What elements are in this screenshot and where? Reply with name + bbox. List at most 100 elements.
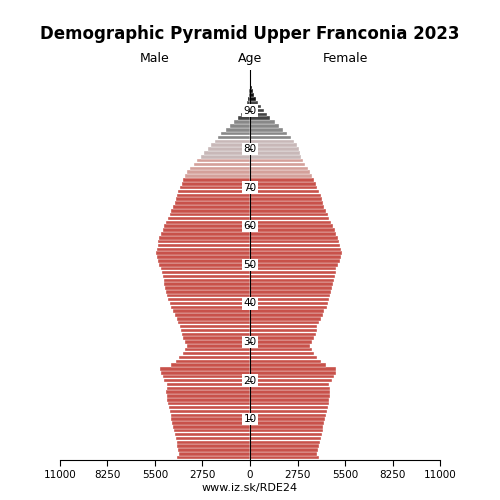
Bar	[250, 163, 306, 166]
Bar	[250, 344, 310, 348]
Bar	[158, 259, 250, 262]
Bar	[250, 144, 296, 147]
Bar	[250, 367, 336, 370]
Bar	[250, 151, 300, 154]
Bar	[250, 112, 266, 116]
Bar	[250, 360, 321, 363]
Bar	[176, 360, 250, 363]
Bar	[178, 456, 250, 460]
Bar	[250, 317, 321, 320]
Bar	[178, 321, 250, 324]
Bar	[250, 240, 339, 244]
Bar	[164, 379, 250, 382]
Bar	[170, 302, 250, 305]
Bar	[250, 86, 252, 89]
Bar	[250, 379, 332, 382]
Bar	[250, 178, 314, 182]
Bar	[163, 274, 250, 278]
Bar	[250, 182, 316, 186]
Bar	[250, 429, 322, 432]
Bar	[250, 290, 331, 294]
Bar	[222, 132, 250, 136]
Bar	[250, 105, 261, 108]
Bar	[172, 421, 250, 424]
Bar	[250, 398, 330, 402]
Bar	[161, 371, 250, 374]
Text: 50: 50	[244, 260, 256, 270]
Text: 20: 20	[244, 376, 256, 386]
Bar	[204, 151, 250, 154]
Bar	[250, 306, 327, 309]
Bar	[250, 348, 312, 352]
Text: 60: 60	[244, 221, 256, 231]
Bar	[170, 414, 250, 417]
Bar	[250, 213, 328, 216]
Bar	[164, 282, 250, 286]
Bar	[250, 282, 333, 286]
Bar	[180, 325, 250, 328]
Bar	[168, 402, 250, 406]
Bar	[166, 290, 250, 294]
Bar	[250, 274, 334, 278]
Bar	[250, 294, 330, 298]
Bar	[156, 248, 250, 251]
Text: 40: 40	[244, 298, 256, 308]
Bar	[250, 232, 336, 235]
Bar	[250, 252, 342, 255]
Bar	[164, 224, 250, 228]
Bar	[250, 256, 340, 259]
Bar	[250, 90, 253, 93]
Bar	[175, 433, 250, 436]
Bar	[250, 375, 334, 378]
Bar	[211, 144, 250, 147]
Bar	[250, 444, 319, 448]
Bar	[250, 382, 330, 386]
Bar	[169, 406, 250, 409]
Bar	[250, 82, 251, 85]
Bar	[161, 267, 250, 270]
Bar	[250, 328, 316, 332]
Bar	[250, 452, 318, 456]
Bar	[250, 170, 310, 174]
Bar	[250, 186, 318, 190]
Bar	[164, 278, 250, 282]
Bar	[173, 310, 250, 313]
Bar	[250, 202, 322, 205]
Bar	[250, 433, 322, 436]
Bar	[250, 259, 340, 262]
Bar	[250, 371, 336, 374]
Bar	[178, 190, 250, 193]
Bar	[250, 436, 321, 440]
Bar	[246, 105, 250, 108]
Bar	[185, 348, 250, 352]
Bar	[168, 298, 250, 302]
Text: 70: 70	[244, 182, 256, 192]
Bar	[250, 116, 270, 120]
Bar	[250, 356, 318, 359]
Bar	[170, 364, 250, 367]
Bar	[162, 271, 250, 274]
Bar	[241, 112, 250, 116]
Bar	[250, 390, 330, 394]
Bar	[179, 356, 250, 359]
Bar	[250, 271, 336, 274]
Bar	[250, 406, 328, 409]
Bar	[250, 198, 322, 201]
Bar	[160, 263, 250, 266]
Bar	[201, 155, 250, 158]
Bar	[250, 325, 318, 328]
Bar	[167, 398, 250, 402]
Bar	[250, 217, 330, 220]
Bar	[182, 352, 250, 356]
Text: 80: 80	[244, 144, 256, 154]
Bar	[218, 136, 250, 139]
Bar	[173, 205, 250, 208]
Text: 90: 90	[244, 106, 256, 116]
Bar	[187, 170, 250, 174]
Bar	[250, 190, 319, 193]
Bar	[172, 418, 250, 421]
Bar	[250, 128, 283, 132]
Bar	[250, 194, 321, 197]
Bar	[166, 390, 250, 394]
Bar	[250, 286, 332, 290]
